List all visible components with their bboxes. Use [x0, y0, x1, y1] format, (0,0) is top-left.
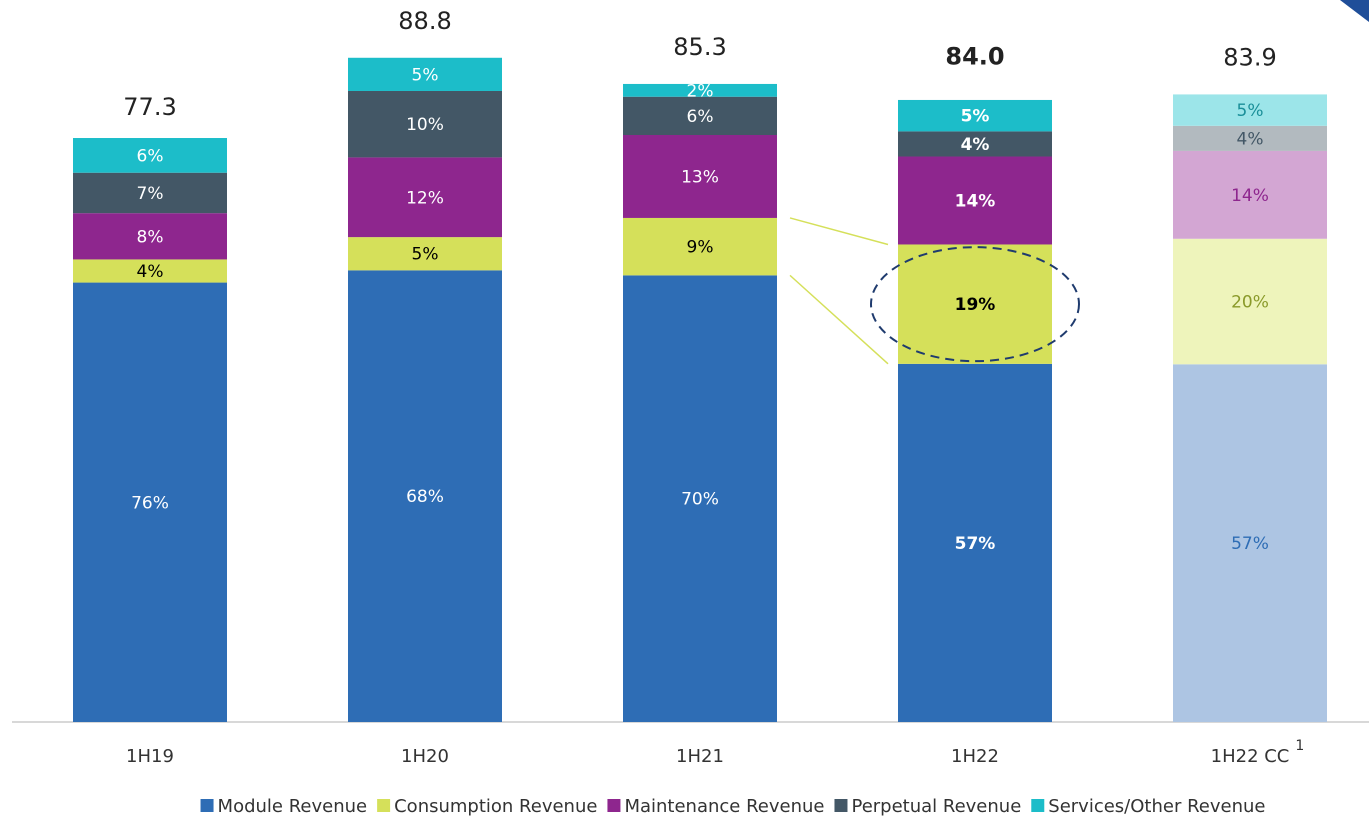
bar-segment — [623, 96, 777, 135]
bar-segment — [898, 99, 1052, 132]
legend: Module Revenue Consumption Revenue Mainten… — [200, 796, 1265, 817]
bar-segment — [898, 131, 1052, 157]
bar-segment — [623, 83, 777, 97]
bar-segment — [73, 213, 227, 260]
bar-segment — [348, 57, 502, 91]
legend-swatch — [200, 799, 214, 812]
bar-segment — [73, 282, 227, 722]
bar-segment — [898, 363, 1052, 722]
legend-label: Perpetual Revenue — [851, 796, 1021, 817]
bar-segment — [1173, 125, 1327, 151]
total-label: 85.3 — [673, 33, 726, 61]
data-label: 6% — [137, 146, 164, 166]
legend-label: Maintenance Revenue — [624, 796, 824, 817]
data-label: 12% — [406, 188, 444, 208]
data-label: 70% — [681, 490, 719, 510]
data-label: 5% — [961, 107, 990, 127]
total-label: 84.0 — [945, 43, 1004, 71]
bar-segment — [348, 157, 502, 238]
bar-segment — [348, 270, 502, 722]
x-tick-label: 1H20 — [401, 746, 449, 767]
bar-segment — [623, 134, 777, 218]
data-label: 57% — [1231, 534, 1269, 554]
legend-label: Services/Other Revenue — [1048, 796, 1265, 817]
data-label: 5% — [412, 65, 439, 85]
corner-decoration — [1340, 0, 1369, 22]
highlight-ellipse — [870, 246, 1080, 363]
bar-segment — [898, 156, 1052, 245]
legend-label: Consumption Revenue — [394, 796, 597, 817]
bar-segment — [623, 217, 777, 276]
callout-line — [789, 217, 889, 246]
footnote-marker: 1 — [1295, 738, 1304, 754]
bar-segment — [73, 259, 227, 283]
bar-segment — [73, 172, 227, 214]
data-label: 9% — [687, 238, 714, 258]
bar-segment — [348, 237, 502, 271]
x-tick-label: 1H21 — [676, 746, 724, 767]
data-label: 8% — [137, 227, 164, 247]
bar-segment — [1173, 94, 1327, 126]
bar-segment — [623, 275, 777, 722]
x-tick-label: 1H19 — [126, 746, 174, 767]
data-label: 5% — [412, 245, 439, 265]
callout-line — [789, 274, 889, 365]
data-label: 7% — [137, 184, 164, 204]
data-label: 4% — [1237, 129, 1264, 149]
data-label: 14% — [955, 191, 996, 211]
data-label: 4% — [137, 262, 164, 282]
total-label: 77.3 — [123, 93, 176, 121]
legend-swatch — [607, 799, 621, 812]
data-label: 76% — [131, 493, 169, 513]
bar-segment — [73, 138, 227, 173]
x-tick-label: 1H22 — [951, 746, 999, 767]
bar-segment — [898, 244, 1052, 364]
bar-segment — [348, 90, 502, 158]
bar-segment — [1173, 150, 1327, 239]
legend-label: Module Revenue — [218, 796, 368, 817]
data-label: 20% — [1231, 293, 1269, 313]
total-label: 83.9 — [1223, 43, 1276, 71]
legend-swatch — [1031, 799, 1045, 812]
data-label: 6% — [687, 107, 714, 127]
data-label: 68% — [406, 487, 444, 507]
bar-segment — [1173, 364, 1327, 722]
data-label: 4% — [961, 135, 990, 155]
data-label: 19% — [955, 295, 996, 315]
data-label: 13% — [681, 167, 719, 187]
total-label: 88.8 — [398, 7, 451, 35]
x-tick-label: 1H22 CC — [1211, 746, 1290, 767]
bar-segment — [1173, 238, 1327, 365]
legend-swatch — [377, 799, 391, 812]
data-label: 10% — [406, 115, 444, 135]
data-label: 57% — [955, 534, 996, 554]
data-label: 5% — [1237, 101, 1264, 121]
data-label: 2% — [687, 81, 714, 101]
data-label: 14% — [1231, 186, 1269, 206]
legend-swatch — [834, 799, 848, 812]
